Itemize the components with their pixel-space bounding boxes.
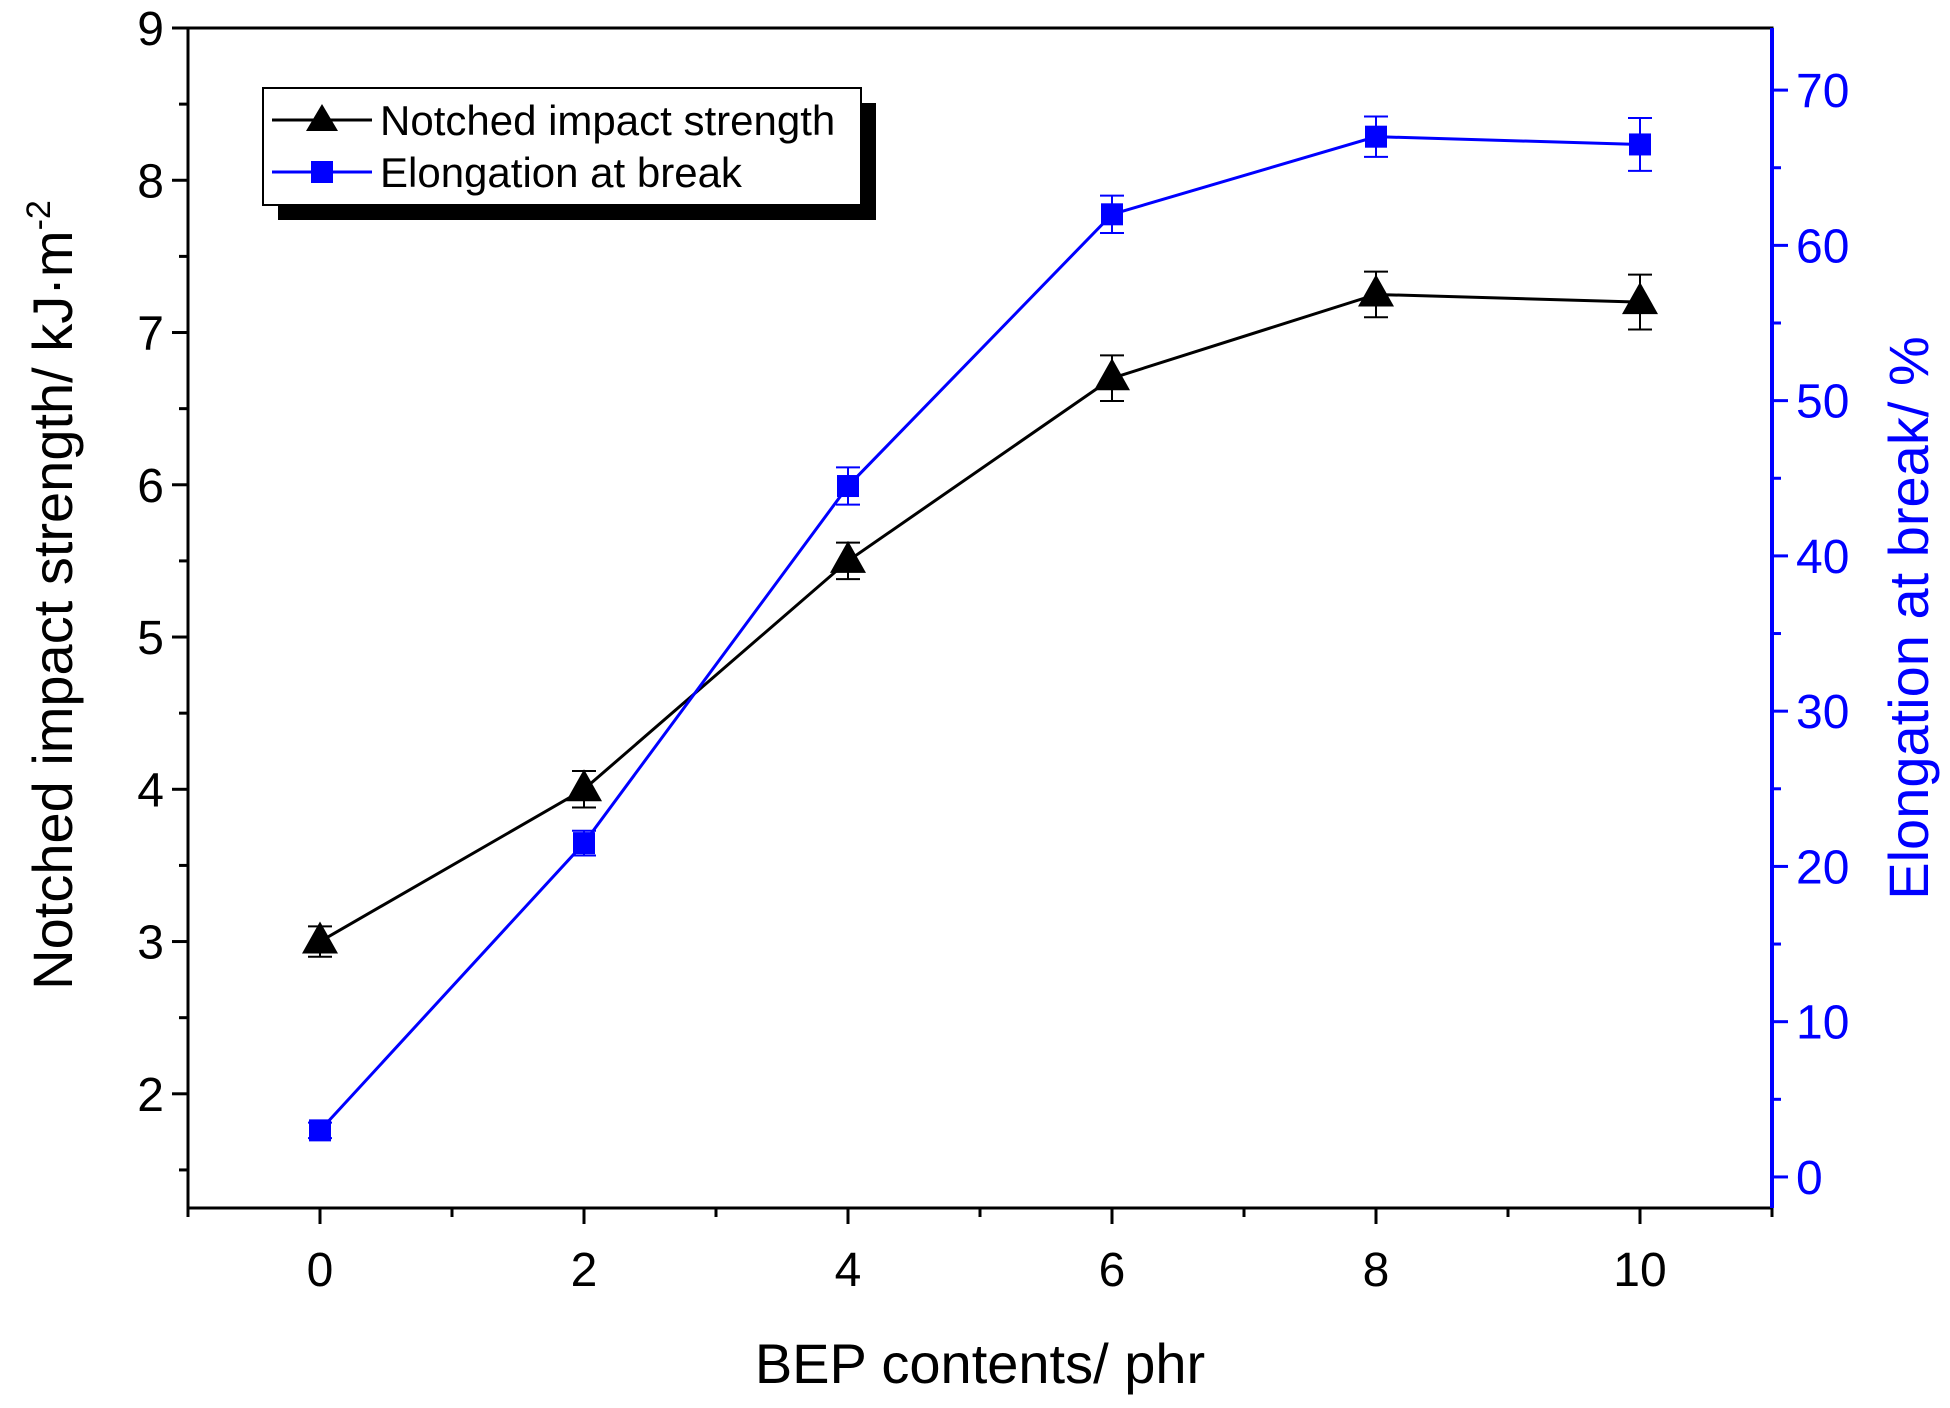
elongation-point (837, 475, 859, 498)
x-tick-label: 4 (835, 1244, 862, 1297)
elongation-point (1101, 203, 1123, 226)
y-left-axis-title: Notched impact strength/ kJ·m-2 (20, 200, 84, 990)
legend-triangle-marker (306, 104, 338, 131)
legend-label-elongation: Elongation at break (380, 149, 743, 196)
y-right-tick-label: 10 (1796, 997, 1849, 1050)
impact-point (302, 921, 338, 954)
x-tick-label: 6 (1099, 1244, 1126, 1297)
legend-box (262, 87, 862, 206)
y-right-tick-label: 0 (1796, 1152, 1823, 1205)
y-right-tick-label: 50 (1796, 376, 1849, 429)
x-tick-label: 10 (1613, 1244, 1666, 1297)
y-left-tick-label: 9 (137, 3, 164, 56)
y-left-tick-label: 2 (137, 1069, 164, 1122)
x-axis-title: BEP contents/ phr (755, 1332, 1205, 1395)
legend-label-impact: Notched impact strength (380, 97, 835, 144)
y-right-tick-label: 60 (1796, 220, 1849, 273)
y-left-tick-label: 7 (137, 308, 164, 361)
y-left-axis-title-main: Notched impact strength/ kJ·m (21, 230, 84, 989)
y-right-tick-label: 20 (1796, 841, 1849, 894)
impact-point (566, 769, 602, 802)
y-right-tick-label: 70 (1796, 65, 1849, 118)
x-tick-label: 8 (1363, 1244, 1390, 1297)
y-left-axis-title-superscript: -2 (20, 200, 58, 230)
impact-series-line (319, 292, 1641, 943)
impact-point (830, 540, 866, 573)
y-left-tick-label: 5 (137, 612, 164, 665)
x-tick-label: 0 (307, 1244, 334, 1297)
elongation-point (309, 1119, 331, 1142)
y-left-tick-label: 6 (137, 460, 164, 513)
y-left-tick-label: 3 (137, 917, 164, 970)
y-right-tick-label: 40 (1796, 531, 1849, 584)
y-right-axis-title: Elongation at break/ % (1877, 336, 1940, 899)
impact-point (1094, 358, 1130, 391)
y-left-tick-label: 4 (137, 764, 164, 817)
legend-square-marker (311, 161, 333, 183)
impact-point (1358, 274, 1394, 307)
legend: Notched impact strength Elongation at br… (262, 87, 876, 220)
elongation-point (1629, 133, 1651, 156)
y-right-tick-label: 30 (1796, 686, 1849, 739)
x-tick-label: 2 (571, 1244, 598, 1297)
impact-point (1622, 282, 1658, 315)
elongation-point (1365, 125, 1387, 148)
elongation-series-line (318, 135, 1641, 1132)
y-left-tick-label: 8 (137, 155, 164, 208)
elongation-point (573, 832, 595, 855)
